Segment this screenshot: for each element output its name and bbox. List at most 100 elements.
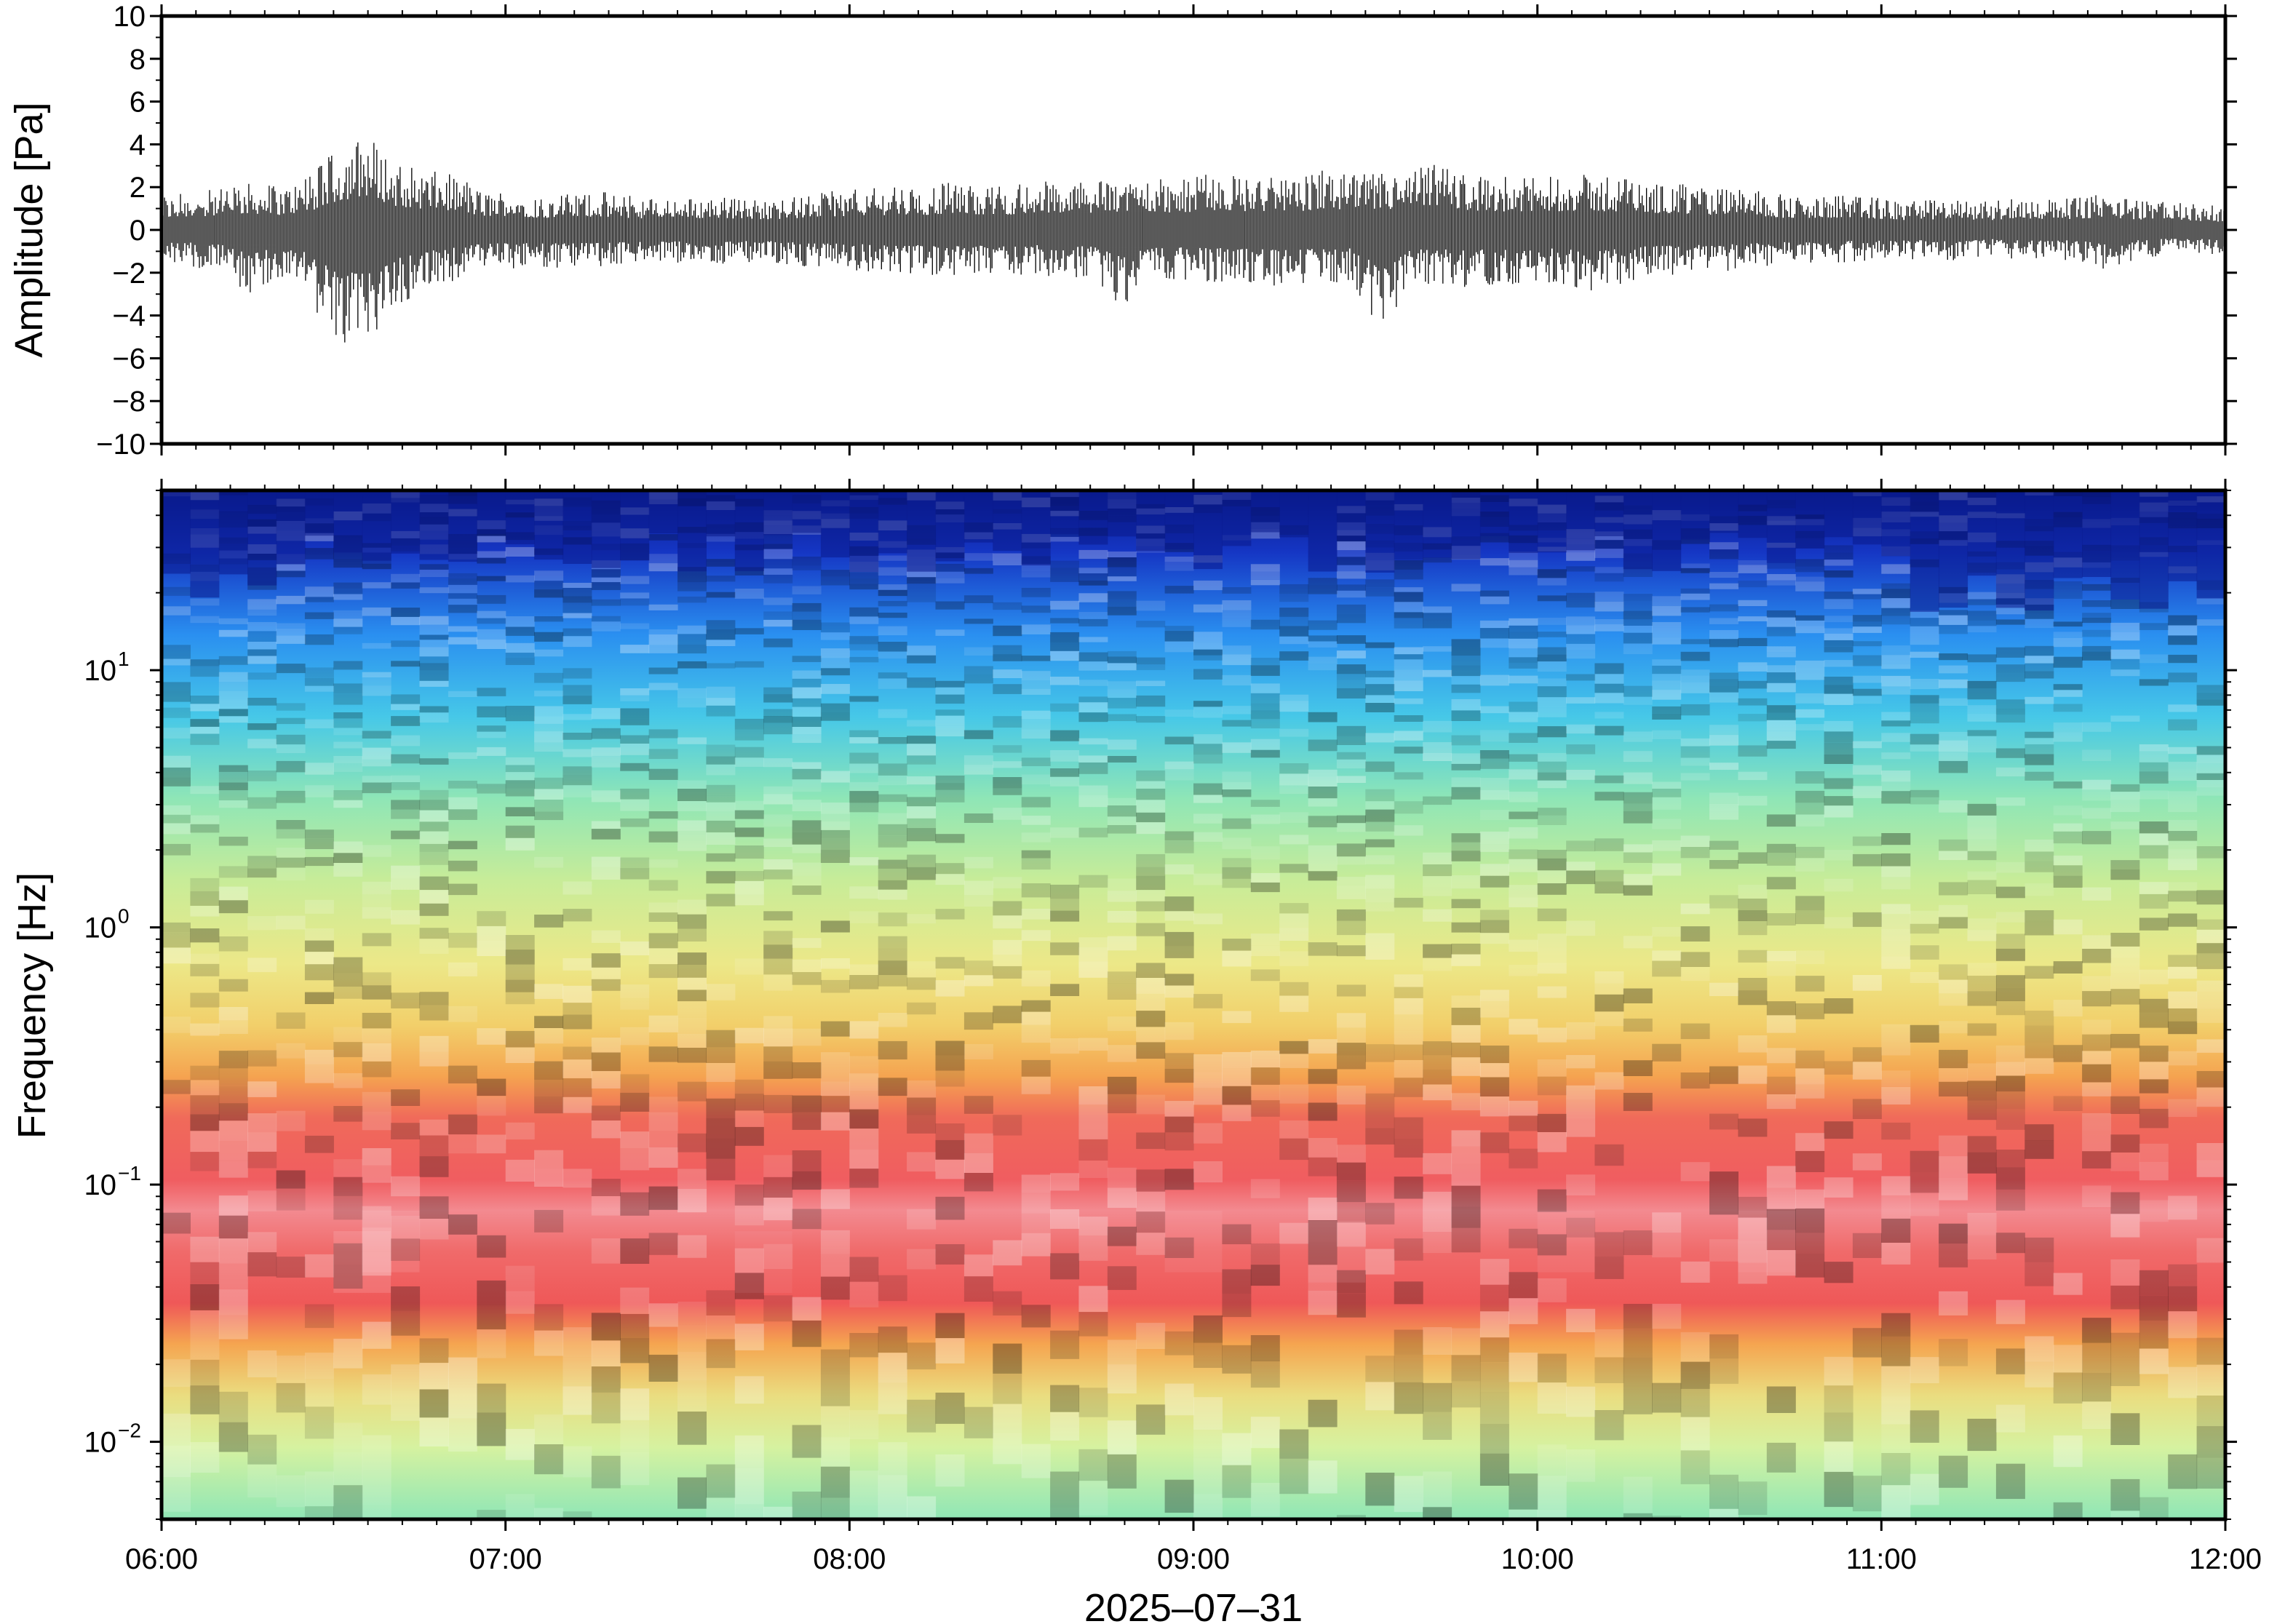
spectrogram-cell: [218, 1263, 248, 1290]
spectrogram-cell: [1336, 650, 1366, 658]
spectrogram-cell: [1881, 589, 1911, 599]
spectrogram-cell: [849, 578, 879, 584]
spectrogram-cell: [1308, 656, 1338, 664]
spectrogram-cell: [620, 941, 650, 955]
spectrogram-cell: [1451, 1328, 1481, 1356]
spectrogram-cell: [1967, 688, 1997, 700]
spectrogram-cell: [963, 1254, 993, 1277]
spectrogram-cell: [1824, 742, 1853, 755]
spectrogram-cell: [591, 599, 621, 606]
spectrogram-cell: [963, 666, 993, 674]
spectrogram-cell: [1881, 928, 1911, 942]
spectrogram-cell: [1050, 776, 1080, 787]
spectrogram-cell: [362, 1165, 392, 1183]
spectrogram-cell: [935, 687, 965, 695]
spectrogram-cell: [419, 1196, 449, 1219]
spectrogram-cell: [1939, 1455, 1968, 1488]
spectrogram-cell: [1394, 1014, 1423, 1031]
spectrogram-cell: [1738, 680, 1768, 689]
spectrogram-cell: [935, 1454, 965, 1487]
spectrogram-cell: [1107, 576, 1137, 581]
spectrogram-cell: [1509, 625, 1538, 632]
spectrogram-cell: [563, 909, 592, 922]
spectrogram-cell: [247, 1190, 277, 1211]
spectrogram-cell: [1336, 1180, 1366, 1203]
spectrogram-cell: [247, 609, 277, 616]
spectrogram-cell: [1021, 930, 1051, 942]
spectrogram-cell: [1766, 490, 1796, 563]
spectrogram-cell: [1164, 557, 1194, 562]
spectrogram-cell: [1537, 1509, 1567, 1519]
spectrogram-cell: [1652, 730, 1682, 739]
spectrogram-cell: [1423, 876, 1453, 888]
spectrogram-cell: [218, 1086, 248, 1104]
spectrogram-cell: [1594, 540, 1624, 549]
spectrogram-cell: [1709, 803, 1738, 812]
spectrogram-cell: [1967, 490, 1997, 576]
spectrogram-cell: [1967, 976, 1997, 992]
spectrogram-cell: [677, 688, 707, 698]
spectrogram-cell: [849, 1149, 879, 1169]
spectrogram-cell: [1222, 781, 1252, 790]
spectrogram-cell: [1479, 596, 1509, 605]
spectrogram-cell: [419, 821, 449, 832]
spectrogram-cell: [1136, 812, 1166, 823]
spectrogram-cell: [247, 649, 277, 656]
spectrogram-cell: [2110, 622, 2140, 632]
spectrogram-cell: [1222, 1433, 1252, 1465]
spectrogram-cell: [1995, 975, 2025, 988]
spectrogram-cell: [1136, 1169, 1166, 1192]
spectrogram-cell: [1279, 928, 1309, 941]
spectrogram-cell: [1881, 877, 1911, 890]
spectrogram-cell: [792, 717, 822, 727]
spectrogram-cell: [333, 558, 363, 568]
spectrogram-cell: [2082, 935, 2112, 949]
spectrogram-cell: [247, 868, 277, 878]
spectrogram-cell: [1279, 1040, 1309, 1054]
spectrogram-cell: [448, 593, 477, 599]
spectrogram-cell: [1365, 888, 1395, 903]
spectrogram-cell: [1479, 638, 1509, 648]
spectrogram-cell: [591, 1105, 621, 1121]
spectrogram-cell: [2082, 1130, 2112, 1152]
spectrogram-cell: [1136, 657, 1166, 665]
spectrogram-cell: [2139, 845, 2169, 859]
spectrogram-cell: [1738, 950, 1768, 963]
spectrogram-cell: [1394, 897, 1423, 908]
spectrogram-cell: [419, 647, 449, 657]
spectrogram-cell: [190, 786, 220, 795]
spectrogram-cell: [1852, 675, 1882, 683]
spectrogram-cell: [1479, 844, 1509, 852]
spectrogram-cell: [2053, 1372, 2083, 1404]
spectrogram-cell: [1680, 704, 1710, 716]
spectrogram-cell: [648, 1131, 678, 1147]
spectrogram-cell: [333, 1159, 363, 1177]
spectrogram-cell: [2024, 1043, 2054, 1059]
spectrogram-x-tick-label: 12:00: [2189, 1543, 2262, 1575]
spectrogram-cell: [1365, 1093, 1395, 1111]
spectrogram-cell: [1824, 545, 1853, 553]
spectrogram-cell: [333, 863, 363, 877]
spectrogram-cell: [563, 668, 592, 679]
spectrogram-cell: [276, 595, 306, 605]
spectrogram-cell: [1451, 1355, 1481, 1382]
spectrogram-cell: [1995, 1348, 2025, 1374]
spectrogram-cell: [1939, 917, 1968, 929]
waveform-y-tick-label: 6: [130, 87, 146, 119]
spectrogram-cell: [1967, 840, 1997, 851]
spectrogram-cell: [1852, 975, 1882, 991]
spectrogram-cell: [1738, 565, 1768, 573]
spectrogram-cell: [1451, 656, 1481, 666]
spectrogram-cell: [1881, 616, 1911, 625]
spectrogram-cell: [648, 1112, 678, 1131]
spectrogram-cell: [1738, 714, 1768, 722]
spectrogram-cell: [1279, 594, 1309, 602]
spectrogram-cell: [1881, 733, 1911, 742]
spectrogram-cell: [276, 744, 306, 754]
spectrogram-cell: [878, 960, 907, 976]
spectrogram-cell: [2024, 1262, 2054, 1286]
spectrogram-cell: [1193, 813, 1223, 824]
spectrogram-cell: [333, 661, 363, 670]
spectrogram-cell: [563, 628, 592, 637]
spectrogram-cell: [448, 690, 477, 697]
